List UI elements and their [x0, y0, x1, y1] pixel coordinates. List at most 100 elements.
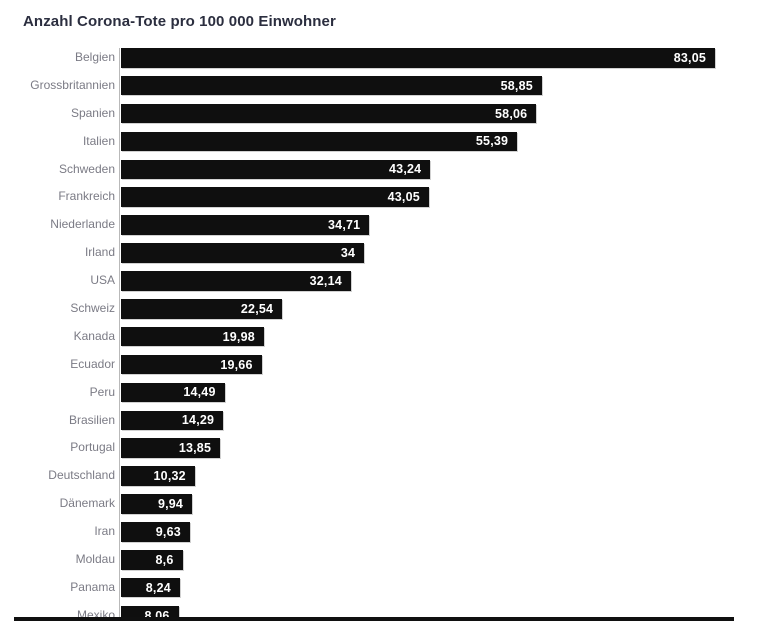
bar: 9,94 [121, 494, 193, 514]
bar-area: 22,54 [119, 299, 781, 327]
category-label: Spanien [70, 105, 115, 120]
category-label: Schweden [58, 161, 115, 176]
value-label: 14,49 [183, 385, 216, 400]
bar: 32,14 [121, 271, 351, 291]
bar-area: 43,05 [119, 187, 781, 216]
bar: 83,05 [121, 48, 715, 68]
bar-row: Niederlande 34,71 [0, 215, 781, 244]
value-label: 13,85 [178, 441, 212, 456]
value-label: 14,29 [181, 413, 215, 428]
bar: 34 [121, 243, 365, 263]
value-label: 22,54 [240, 301, 274, 316]
category-label: Ecuador [70, 356, 115, 371]
value-label: 32,14 [309, 273, 342, 288]
bar: 58,06 [121, 103, 537, 124]
value-label: 43,24 [389, 162, 422, 177]
category-label: Mexiko [76, 607, 115, 617]
bar-row: Iran 9,63 [0, 522, 781, 551]
category-label: Niederlande [50, 217, 115, 232]
bar-area: 43,24 [119, 159, 781, 188]
category-label: Portugal [70, 440, 115, 455]
category-label: Grossbritannien [30, 77, 115, 92]
bar-row: Panama 8,24 [0, 577, 781, 606]
category-label: Italien [82, 133, 115, 148]
bar: 55,39 [121, 131, 518, 152]
value-label: 55,39 [475, 134, 509, 149]
value-label: 9,63 [155, 524, 181, 539]
bar: 13,85 [121, 438, 221, 458]
bar-area: 34 [119, 243, 781, 272]
bar: 8,06 [121, 605, 179, 617]
bar: 34,71 [121, 215, 370, 235]
bar-area: 8,06 [119, 605, 781, 617]
category-label: Deutschland [48, 468, 115, 483]
bar: 19,98 [121, 326, 264, 347]
bar-area: 34,71 [119, 215, 781, 244]
value-label: 19,66 [220, 357, 253, 372]
category-label: USA [90, 273, 115, 288]
bar-area: 58,85 [119, 75, 781, 104]
bar: 8,24 [121, 577, 180, 598]
category-label: Schweiz [70, 301, 115, 316]
bar: 9,63 [121, 522, 190, 542]
bar-row: Kanada 19,98 [0, 326, 781, 355]
value-label: 83,05 [673, 50, 706, 65]
bottom-axis-line [14, 617, 734, 621]
bar-row: Schweiz 22,54 [0, 299, 781, 327]
bar-row: Brasilien 14,29 [0, 410, 781, 439]
category-label: Brasilien [68, 412, 115, 427]
value-label: 34 [340, 245, 356, 260]
category-label: Peru [89, 384, 115, 399]
bar: 10,32 [121, 466, 195, 486]
bar: 8,6 [121, 550, 183, 570]
bar: 19,66 [121, 354, 262, 375]
bar-row: Deutschland 10,32 [0, 466, 781, 495]
bar-area: 13,85 [119, 438, 781, 467]
bar-row: Spanien 58,06 [0, 103, 781, 132]
bar: 58,85 [121, 75, 542, 96]
value-label: 43,05 [387, 190, 420, 205]
bar-chart: Belgien 83,05 Grossbritannien 58,85 Spanien 5… [0, 48, 781, 617]
value-label: 8,6 [155, 552, 174, 567]
chart-title: Anzahl Corona-Tote pro 100 000 Einwohner [23, 13, 336, 30]
bar-area: 9,63 [119, 522, 781, 551]
bar: 14,29 [121, 410, 224, 431]
category-label: Moldau [75, 552, 115, 567]
value-label: 19,98 [222, 329, 255, 344]
category-label: Frankreich [58, 189, 115, 204]
bar-area: 19,98 [119, 326, 781, 355]
bar: 43,24 [121, 159, 431, 180]
bar-row: Dänemark 9,94 [0, 494, 781, 523]
bar-area: 8,6 [119, 550, 781, 578]
bar-row: Mexiko 8,06 [0, 605, 781, 617]
value-label: 10,32 [153, 469, 186, 484]
bar-row: USA 32,14 [0, 271, 781, 300]
bar-area: 8,24 [119, 577, 781, 606]
value-label: 58,85 [500, 78, 533, 93]
bar-row: Belgien 83,05 [0, 48, 781, 76]
bar-area: 32,14 [119, 271, 781, 300]
bar: 43,05 [121, 187, 429, 207]
value-label: 58,06 [495, 106, 528, 121]
value-label: 8,24 [145, 580, 171, 595]
bar-row: Irland 34 [0, 243, 781, 272]
value-label: 34,71 [328, 218, 361, 233]
category-label: Panama [70, 579, 115, 594]
bar-row: Portugal 13,85 [0, 438, 781, 467]
category-label: Belgien [74, 50, 115, 64]
bar-row: Moldau 8,6 [0, 550, 781, 578]
bar-area: 83,05 [119, 48, 781, 76]
bar-area: 55,39 [119, 131, 781, 160]
value-label: 9,94 [157, 497, 184, 511]
bar-row: Peru 14,49 [0, 382, 781, 411]
bar-row: Italien 55,39 [0, 131, 781, 160]
value-label: 8,06 [144, 608, 170, 617]
bar-area: 58,06 [119, 103, 781, 132]
category-label: Iran [94, 524, 115, 539]
bar-row: Ecuador 19,66 [0, 354, 781, 383]
bar: 14,49 [121, 382, 225, 403]
bar-area: 14,49 [119, 382, 781, 411]
bar-row: Grossbritannien 58,85 [0, 75, 781, 104]
bar-row: Schweden 43,24 [0, 159, 781, 188]
